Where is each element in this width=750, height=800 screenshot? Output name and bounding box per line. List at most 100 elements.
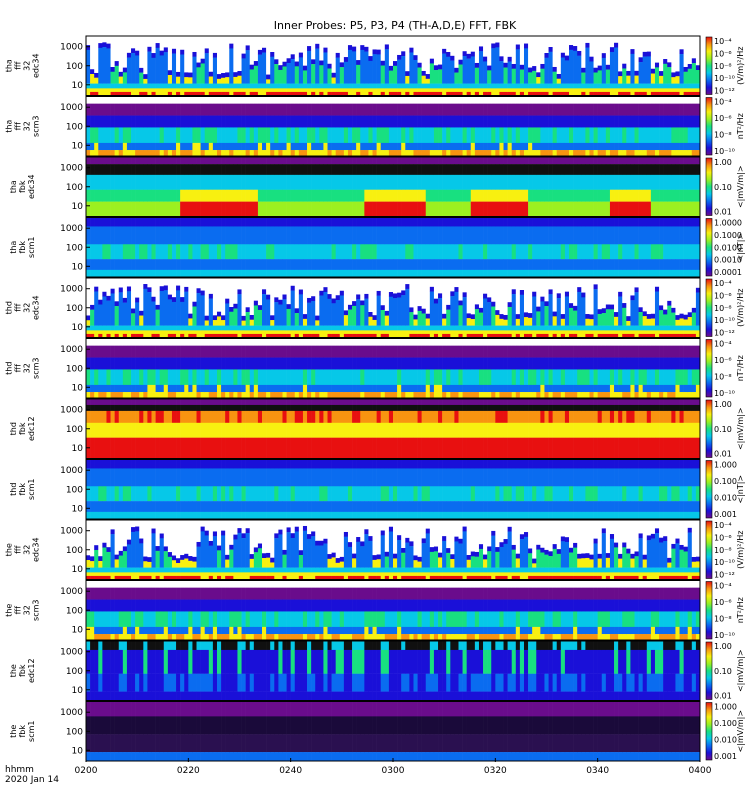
spectrogram-cell <box>208 103 214 116</box>
spectrogram-cell <box>110 278 115 289</box>
spectrogram-cell <box>196 217 201 227</box>
spectrogram-cell <box>393 357 398 370</box>
spectrogram-cell <box>663 217 668 227</box>
spectrogram-cell <box>380 333 386 338</box>
spectrogram-cell <box>307 325 312 331</box>
spectrogram-cell <box>466 226 472 245</box>
spectrogram-cell <box>454 67 459 73</box>
spectrogram-cell <box>421 127 427 144</box>
spectrogram-cell <box>155 384 160 393</box>
spectrogram-cell <box>687 36 693 65</box>
spectrogram-cell <box>503 115 508 128</box>
spectrogram-cell <box>487 297 492 303</box>
spectrogram-cell <box>646 325 652 331</box>
spectrogram-cell <box>135 297 140 303</box>
spectrogram-cell <box>294 150 300 157</box>
spectrogram-cell <box>319 96 324 104</box>
spectrogram-cell <box>552 103 558 116</box>
spectrogram-cell <box>532 91 537 96</box>
spectrogram-cell <box>368 164 373 176</box>
spectrogram-cell <box>511 259 517 271</box>
spectrogram-cell <box>417 115 422 128</box>
spectrogram-cell <box>585 189 590 202</box>
spectrogram-cell <box>155 357 160 370</box>
spectrogram-cell <box>126 369 132 386</box>
spectrogram-cell <box>302 325 308 331</box>
spectrogram-cell <box>155 142 160 151</box>
spectrogram-cell <box>462 292 467 298</box>
spectrogram-cell <box>552 71 558 84</box>
spectrogram-cell <box>126 201 132 217</box>
spectrogram-cell <box>671 115 676 128</box>
spectrogram-cell <box>532 269 537 278</box>
spectrogram-cell <box>286 164 291 176</box>
spectrogram-cell <box>126 269 132 278</box>
spectrogram-cell <box>155 83 160 89</box>
spectrogram-cell <box>642 244 648 260</box>
spectrogram-cell <box>155 259 160 271</box>
spectrogram-cell <box>163 338 169 346</box>
spectrogram-cell <box>282 103 287 116</box>
spectrogram-cell <box>278 357 283 370</box>
spectrogram-cell <box>184 259 189 271</box>
spectrogram-cell <box>249 384 255 393</box>
spectrogram-cell <box>278 345 283 358</box>
spectrogram-cell <box>253 83 259 89</box>
spectrogram-cell <box>270 174 275 190</box>
spectrogram-cell <box>540 296 545 302</box>
spectrogram-cell <box>556 83 562 89</box>
spectrogram-cell <box>180 150 185 157</box>
spectrogram-cell <box>478 83 484 89</box>
spectrogram-cell <box>552 384 558 393</box>
spectrogram-cell <box>270 56 275 84</box>
spectrogram-cell <box>401 345 406 358</box>
spectrogram-cell <box>294 392 300 399</box>
spectrogram-cell <box>642 333 648 338</box>
spectrogram-cell <box>249 157 255 165</box>
spectrogram-cell <box>163 127 169 144</box>
spectrogram-cell <box>560 269 566 278</box>
spectrogram-cell <box>278 269 283 278</box>
spectrogram-cell <box>171 333 177 338</box>
spectrogram-cell <box>339 67 345 84</box>
spectrogram-cell <box>495 244 500 260</box>
spectrogram-cell <box>368 103 373 116</box>
spectrogram-cell <box>159 174 165 190</box>
spectrogram-cell <box>143 127 148 144</box>
spectrogram-cell <box>384 315 390 326</box>
spectrogram-cell <box>114 306 120 326</box>
spectrogram-cell <box>507 91 512 96</box>
spectrogram-cell <box>503 384 508 393</box>
spectrogram-cell <box>581 164 586 176</box>
spectrogram-cell <box>626 164 631 176</box>
spectrogram-cell <box>483 56 488 62</box>
spectrogram-cell <box>425 157 431 165</box>
spectrogram-cell <box>409 259 414 271</box>
spectrogram-cell <box>511 392 517 399</box>
spectrogram-cell <box>290 278 296 286</box>
spectrogram-cell <box>503 226 508 245</box>
spectrogram-cell <box>118 91 124 96</box>
spectrogram-cell <box>118 392 124 399</box>
spectrogram-cell <box>126 88 132 93</box>
spectrogram-cell <box>163 174 169 190</box>
spectrogram-cell <box>151 357 156 370</box>
spectrogram-cell <box>86 96 91 104</box>
spectrogram-cell <box>266 357 271 370</box>
spectrogram-cell <box>135 157 140 165</box>
spectrogram-cell <box>290 333 296 338</box>
spectrogram-cell <box>442 115 447 128</box>
spectrogram-cell <box>147 142 152 151</box>
spectrogram-cell <box>200 36 205 59</box>
spectrogram-cell <box>687 330 693 335</box>
spectrogram-cell <box>409 174 414 190</box>
spectrogram-cell <box>131 189 136 202</box>
spectrogram-cell <box>618 217 623 227</box>
spectrogram-cell <box>339 369 345 386</box>
spectrogram-cell <box>528 174 533 190</box>
spectrogram-cell <box>167 338 173 346</box>
spectrogram-cell <box>356 384 361 393</box>
spectrogram-cell <box>86 88 91 93</box>
spectrogram-cell <box>102 91 107 96</box>
spectrogram-cell <box>483 244 488 260</box>
